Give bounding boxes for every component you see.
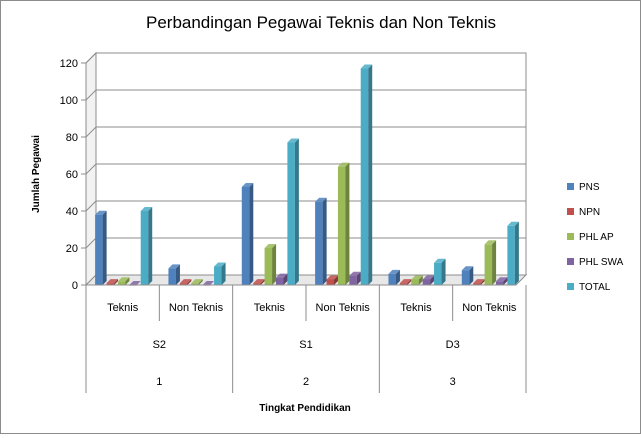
- y-axis-title: Jumlah Pegawai: [31, 135, 42, 213]
- x-group-label: 2: [303, 376, 309, 388]
- x-group-label: 1: [156, 376, 162, 388]
- x-axis-title: Tingkat Pendidikan: [259, 403, 351, 414]
- bar-total: [360, 64, 373, 285]
- bar-total: [214, 262, 226, 285]
- legend-swatch: [567, 258, 574, 265]
- legend-label: TOTAL: [579, 282, 611, 293]
- bar-phl-ap: [117, 277, 130, 285]
- bar-pns: [461, 266, 474, 285]
- gridline-side: [85, 126, 97, 138]
- y-tick-label: 0: [72, 280, 78, 292]
- gridline-side: [85, 237, 97, 249]
- legend-label: NPN: [579, 207, 600, 218]
- bar-phl-ap: [484, 240, 497, 285]
- bar-total: [434, 258, 446, 285]
- bar-phl-swa: [349, 271, 361, 285]
- bar-phl-swa: [495, 277, 508, 285]
- bar-pns: [95, 210, 107, 285]
- x-category-label: Non Teknis: [462, 302, 517, 314]
- gridline-side: [85, 163, 97, 175]
- bar-npn: [106, 279, 119, 285]
- legend-swatch: [567, 283, 574, 290]
- legend-item-phl-ap: PHL AP: [567, 232, 614, 243]
- legend-item-npn: NPN: [567, 207, 600, 218]
- bar-phl-ap: [191, 279, 203, 285]
- x-level-label: S2: [153, 339, 166, 351]
- legend-swatch: [567, 208, 574, 215]
- gridline-side: [85, 52, 97, 64]
- legend-label: PHL AP: [579, 232, 614, 243]
- legend-swatch: [567, 183, 574, 190]
- legend-label: PHL SWA: [579, 257, 624, 268]
- x-category-label: Non Teknis: [316, 302, 371, 314]
- x-category-label: Teknis: [400, 302, 432, 314]
- bar-pns: [241, 182, 254, 285]
- legend: PNS NPN PHL AP PHL SWA TOTAL: [567, 182, 624, 293]
- x-category-label: Non Teknis: [169, 302, 224, 314]
- y-tick-label: 120: [60, 58, 78, 70]
- bar-phl-swa: [422, 275, 435, 285]
- y-tick-label: 80: [66, 132, 78, 144]
- y-tick-label: 100: [60, 95, 78, 107]
- y-tick-label: 40: [66, 206, 78, 218]
- bar-pns: [388, 269, 400, 285]
- legend-item-phl-swa: PHL SWA: [567, 257, 624, 268]
- gridline-side: [85, 89, 97, 101]
- x-level-label: S1: [299, 339, 312, 351]
- legend-item-total: TOTAL: [567, 282, 611, 293]
- plot-area: 0 20 40 60 80 100 120 Teknis Non Teknis Teknis Non…: [60, 51, 528, 393]
- bar-phl-ap: [264, 244, 277, 285]
- x-category-label: Teknis: [107, 302, 139, 314]
- x-group-label: 3: [450, 376, 456, 388]
- chart-title: Perbandingan Pegawai Teknis dan Non Tekn…: [146, 13, 496, 32]
- bar-npn: [326, 275, 339, 285]
- bar-total: [140, 207, 153, 285]
- bar-npn: [253, 279, 265, 285]
- bar-total: [507, 221, 519, 285]
- y-tick-label: 20: [66, 243, 78, 255]
- bar-npn: [473, 279, 485, 285]
- legend-swatch: [567, 233, 574, 240]
- bar-phl-swa: [275, 273, 288, 285]
- legend-item-pns: PNS: [567, 182, 600, 193]
- bar-npn: [179, 279, 192, 285]
- y-tick-label: 60: [66, 169, 78, 181]
- bar-pns: [315, 197, 327, 285]
- x-level-label: D3: [446, 339, 460, 351]
- bar-phl-ap: [337, 162, 350, 285]
- legend-label: PNS: [579, 182, 600, 193]
- x-category-label: Teknis: [254, 302, 286, 314]
- bar-phl-ap: [411, 275, 423, 285]
- gridline-side: [85, 200, 97, 212]
- bar-pns: [168, 264, 180, 285]
- bar-total: [287, 138, 299, 285]
- bar-npn: [399, 279, 412, 285]
